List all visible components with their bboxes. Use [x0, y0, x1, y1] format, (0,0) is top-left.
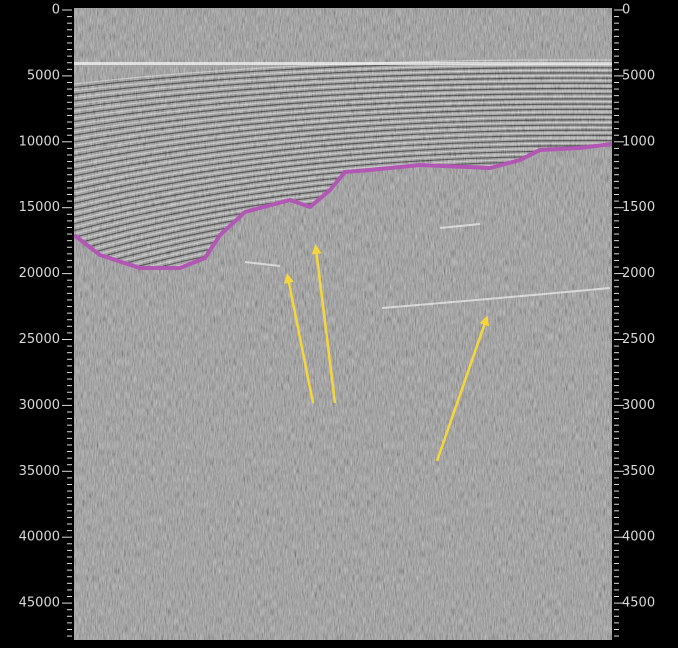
tick-label: 5000	[27, 68, 60, 83]
tick-label: 2500	[622, 332, 655, 347]
seismic-figure: 0 5000 10000 15000 20000 25000 30000 35000 40000…	[0, 0, 678, 648]
tick-label: 30000	[19, 398, 60, 413]
tick-label: 20000	[19, 266, 60, 281]
tick-label: 4000	[622, 530, 655, 545]
tick-label: 25000	[19, 332, 60, 347]
page: 0 5000 10000 15000 20000 25000 30000 35000 40000…	[0, 0, 678, 648]
tick-label: 15000	[19, 200, 60, 215]
tick-label: 40000	[19, 530, 60, 545]
tick-label: 10000	[19, 134, 60, 149]
seismic-image	[74, 8, 612, 640]
tick-label: 1500	[622, 200, 655, 215]
tick-label: 35000	[19, 464, 60, 479]
tick-label: 3000	[622, 398, 655, 413]
tick-label: 4500	[622, 596, 655, 611]
tick-label: 2000	[622, 266, 655, 281]
tick-label: 3500	[622, 464, 655, 479]
tick-label: 45000	[19, 596, 60, 611]
tick-label: 1000	[622, 134, 655, 149]
tick-label: 0	[52, 3, 60, 18]
tick-label: 5000	[622, 68, 655, 83]
